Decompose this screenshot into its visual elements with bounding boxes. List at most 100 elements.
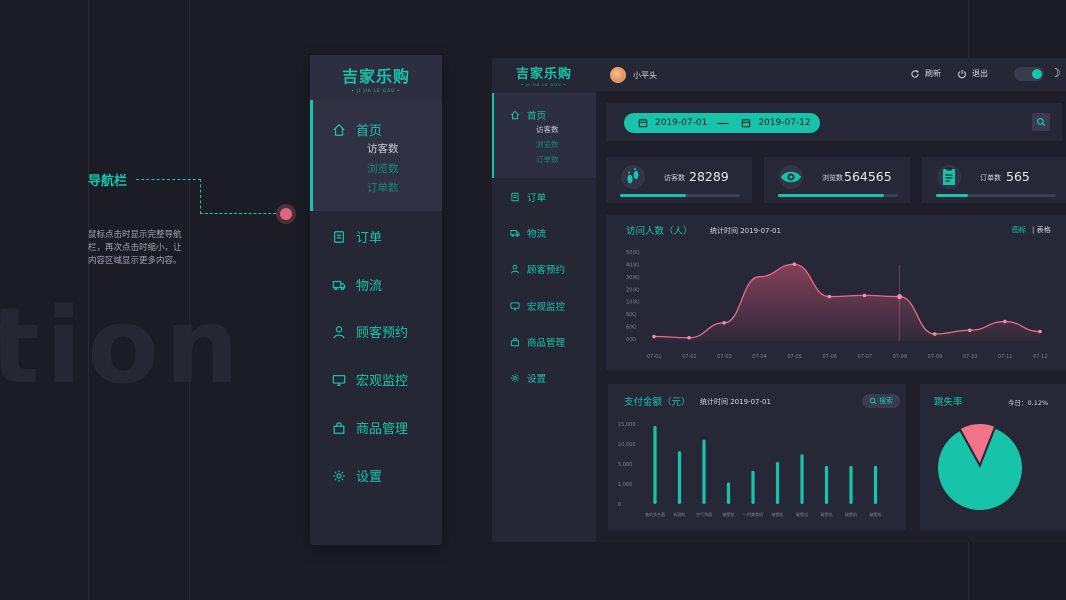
x-tick-label: 07-07 <box>858 354 873 360</box>
x-tick-label: 07-05 <box>787 354 802 360</box>
bag-icon <box>510 337 520 347</box>
sidebar-item-label: 宏观监控 <box>356 374 409 389</box>
y-tick-label: 50(K) <box>626 250 640 256</box>
sidebar-item-appointments[interactable]: 顾客预约 <box>492 262 596 276</box>
x-tick-label: 破壁机 <box>845 511 857 517</box>
sidebar-item-logistics[interactable]: 物流 <box>492 226 596 240</box>
avatar[interactable] <box>610 67 626 83</box>
sidebar-item-logistics[interactable]: 物流 <box>310 275 442 294</box>
background-word: tion <box>0 285 245 407</box>
sidebar-item-label: 设置 <box>356 470 383 485</box>
sidebar-subitem-orders[interactable]: 订单数 <box>536 155 559 164</box>
moon-icon: ☽ <box>1050 66 1061 80</box>
x-tick-label: 破壁机 <box>821 511 833 517</box>
eye-icon <box>779 165 803 189</box>
visitor-area <box>654 264 1040 341</box>
date-range-picker[interactable]: 2019-07-01 2019-07-12 <box>624 113 820 133</box>
sidebar-subitem-views[interactable]: 浏览数 <box>536 140 559 149</box>
stat-value: 565 <box>1006 169 1030 184</box>
data-point <box>652 334 656 339</box>
x-tick-label: 07-08 <box>893 354 908 360</box>
payment-search-button[interactable]: 搜索 <box>862 394 900 408</box>
top-header: 小平头 刷新 退出 ☽ <box>596 58 1066 91</box>
view-chart-tab[interactable]: 图标 <box>1012 226 1026 234</box>
annotation-dot <box>276 204 296 224</box>
gear-icon <box>510 373 520 383</box>
sidebar-item-monitoring[interactable]: 宏观监控 <box>310 370 442 389</box>
sidebar-item-settings[interactable]: 设置 <box>492 371 596 385</box>
search-icon <box>1036 117 1046 127</box>
search-button[interactable] <box>1032 113 1050 131</box>
x-tick-label: 破壁机 <box>870 511 882 517</box>
payment-bar <box>800 454 804 504</box>
x-tick-label: 料理机 <box>674 511 686 517</box>
x-tick-label: 一时美食机 <box>743 511 763 517</box>
y-tick-label: 10(K) <box>626 300 640 306</box>
bag-icon <box>332 421 346 435</box>
visitor-chart-title: 访问人数（人） <box>626 226 693 237</box>
collapsed-sidebar: 吉家乐购 • JI JIA LE GOU • 首页 访客数 浏览数 订单数 订单… <box>492 58 596 542</box>
sidebar-subitem-visitors[interactable]: 访客数 <box>367 143 399 155</box>
sidebar-subitem-orders[interactable]: 订单数 <box>367 182 399 194</box>
x-tick-label: 07-03 <box>717 354 732 360</box>
sidebar-subitem-views[interactable]: 浏览数 <box>367 163 399 175</box>
sidebar-subitem-visitors[interactable]: 访客数 <box>536 125 559 134</box>
sidebar-item-label: 商品管理 <box>356 422 409 437</box>
brand-logo[interactable]: 吉家乐购 • JI JIA LE GOU • <box>310 55 442 100</box>
data-point <box>1038 329 1042 334</box>
username: 小平头 <box>633 71 657 80</box>
sidebar-item-home[interactable]: 首页 <box>310 120 442 139</box>
bounce-pie-chart <box>938 424 1022 510</box>
footprint-icon <box>621 165 645 189</box>
y-tick-label: 1,000 <box>618 482 632 488</box>
expanded-sidebar: 吉家乐购 • JI JIA LE GOU • 首页 访客数 浏览数 订单数 订单… <box>310 55 442 545</box>
payment-bar <box>873 465 878 504</box>
calendar-icon <box>638 118 648 128</box>
sidebar-item-monitoring[interactable]: 宏观监控 <box>492 299 596 313</box>
payment-bar <box>751 470 755 504</box>
view-table-tab[interactable]: | 表格 <box>1032 226 1051 234</box>
theme-toggle[interactable] <box>1014 67 1044 81</box>
sidebar-item-appointments[interactable]: 顾客预约 <box>310 322 442 341</box>
brand-logo[interactable]: 吉家乐购 • JI JIA LE GOU • <box>492 58 596 91</box>
guide-line <box>88 0 89 600</box>
y-tick-label: 0(K) <box>626 337 636 343</box>
sidebar-item-label: 订单 <box>527 193 547 204</box>
payment-chart-time: 统计时间 2019-07-01 <box>700 398 771 406</box>
active-highlight <box>310 100 442 211</box>
payment-bar <box>726 482 731 504</box>
sidebar-item-label: 顾客预约 <box>527 265 566 276</box>
sidebar-item-products[interactable]: 商品管理 <box>492 335 596 349</box>
user-icon <box>510 264 520 274</box>
x-tick-label: 07-06 <box>822 354 837 360</box>
order-icon <box>332 230 346 244</box>
sidebar-item-label: 首页 <box>527 111 547 122</box>
annotation-line <box>136 179 201 180</box>
refresh-label: 刷新 <box>925 69 941 78</box>
search-icon <box>869 397 877 405</box>
refresh-button[interactable]: 刷新 <box>910 68 941 79</box>
data-point <box>897 294 903 300</box>
sidebar-item-orders[interactable]: 订单 <box>310 227 442 246</box>
annotation-line <box>200 213 276 214</box>
y-tick-label: 40(K) <box>626 262 640 268</box>
end-date[interactable]: 2019-07-12 <box>758 118 811 128</box>
truck-icon <box>332 278 346 292</box>
stat-value: 28289 <box>689 169 729 184</box>
x-tick-label: 07-04 <box>752 354 767 360</box>
sidebar-item-home[interactable]: 首页 <box>492 108 596 122</box>
logo-subtext: • JI JIA LE GOU • <box>351 87 401 93</box>
sidebar-item-products[interactable]: 商品管理 <box>310 418 442 437</box>
annotation-title: 导航栏 <box>88 174 128 189</box>
x-tick-label: 07-11 <box>998 354 1013 360</box>
x-tick-label: 07-12 <box>1033 354 1048 360</box>
data-point <box>862 293 867 298</box>
gear-icon <box>332 469 346 483</box>
y-tick-label: 20(K) <box>626 287 640 293</box>
logout-button[interactable]: 退出 <box>957 68 988 79</box>
payment-bar <box>677 451 682 504</box>
guide-line <box>189 0 190 600</box>
sidebar-item-orders[interactable]: 订单 <box>492 190 596 204</box>
start-date[interactable]: 2019-07-01 <box>655 118 708 128</box>
sidebar-item-settings[interactable]: 设置 <box>310 466 442 485</box>
